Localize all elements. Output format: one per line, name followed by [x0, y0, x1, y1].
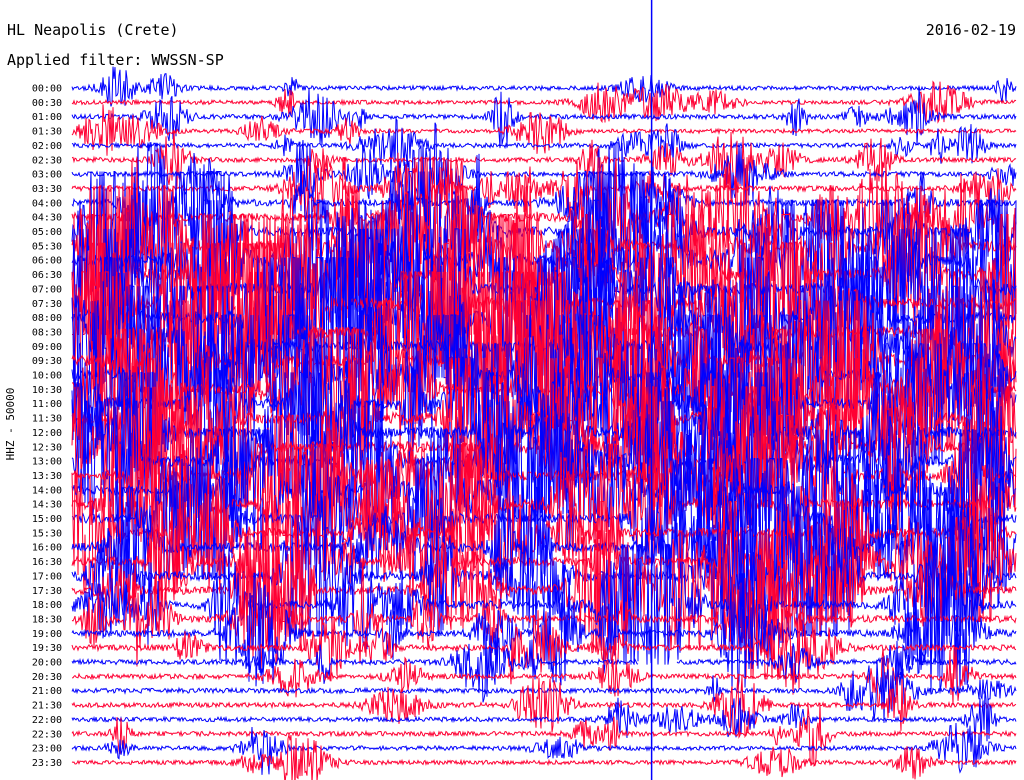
- seismic-trace: [71, 673, 1017, 739]
- row-label: 11:30: [32, 414, 62, 425]
- station-title: HL Neapolis (Crete): [7, 21, 179, 39]
- seismic-trace: [71, 300, 1017, 422]
- filter-label: Applied filter: WWSSN-SP: [7, 51, 224, 69]
- row-label: 19:30: [32, 643, 62, 654]
- row-label-group: 00:00 00:30 01:00 01:30 02:00 02:30 03:00 03:30…: [32, 84, 62, 769]
- seismic-trace: [71, 142, 1017, 263]
- row-label: 16:00: [32, 543, 62, 554]
- seismic-trace: [71, 66, 1017, 107]
- row-label: 02:30: [32, 155, 62, 166]
- row-label: 22:00: [32, 715, 62, 726]
- row-label: 03:30: [32, 184, 62, 195]
- row-label: 00:30: [32, 98, 62, 109]
- row-label: 10:00: [32, 371, 62, 382]
- row-label: 18:30: [32, 614, 62, 625]
- seismic-trace: [71, 472, 1017, 594]
- row-label: 02:00: [32, 141, 62, 152]
- row-label: 10:30: [32, 385, 62, 396]
- row-label: 09:30: [32, 356, 62, 367]
- row-label: 20:30: [32, 672, 62, 683]
- row-label: 05:30: [32, 241, 62, 252]
- trace-group: [71, 66, 1017, 780]
- seismic-trace: [71, 644, 1017, 707]
- row-label: 03:00: [32, 170, 62, 181]
- row-label: 00:00: [32, 84, 62, 95]
- row-label: 06:00: [32, 256, 62, 267]
- row-label: 13:30: [32, 471, 62, 482]
- row-label: 23:00: [32, 744, 62, 755]
- seismic-trace: [71, 104, 1017, 156]
- row-label: 14:00: [32, 485, 62, 496]
- row-label: 04:30: [32, 213, 62, 224]
- row-label: 14:30: [32, 500, 62, 511]
- seismic-trace: [71, 702, 1017, 767]
- row-label: 12:00: [32, 428, 62, 439]
- row-label: 17:30: [32, 586, 62, 597]
- row-label: 04:00: [32, 198, 62, 209]
- row-label: 18:00: [32, 600, 62, 611]
- row-label: 07:00: [32, 284, 62, 295]
- row-label: 20:00: [32, 658, 62, 669]
- row-label: 15:00: [32, 514, 62, 525]
- row-label: 06:30: [32, 270, 62, 281]
- seismic-trace: [71, 80, 1017, 124]
- row-label: 13:00: [32, 457, 62, 468]
- y-axis-label: HHZ - 50000: [4, 388, 17, 461]
- seismic-trace: [71, 572, 1017, 694]
- seismic-trace: [71, 88, 1017, 149]
- row-label: 09:00: [32, 342, 62, 353]
- seismic-trace: [71, 171, 1017, 294]
- seismic-trace: [71, 625, 1017, 703]
- row-label: 17:00: [32, 571, 62, 582]
- seismic-trace: [71, 117, 1017, 173]
- seismic-trace: [71, 602, 1017, 695]
- seismic-trace: [71, 156, 1017, 279]
- row-label: 21:30: [32, 701, 62, 712]
- row-label: 08:30: [32, 327, 62, 338]
- plot-date: 2016-02-19: [925, 21, 1016, 39]
- seismic-trace: [71, 734, 1017, 780]
- seismic-trace: [71, 129, 1017, 193]
- row-label: 05:00: [32, 227, 62, 238]
- row-label: 01:00: [32, 112, 62, 123]
- row-label: 11:00: [32, 399, 62, 410]
- seismic-trace: [71, 722, 1017, 775]
- row-label: 19:00: [32, 629, 62, 640]
- row-label: 08:00: [32, 313, 62, 324]
- row-label: 15:30: [32, 528, 62, 539]
- row-label: 07:30: [32, 299, 62, 310]
- row-label: 01:30: [32, 127, 62, 138]
- seismic-trace: [71, 689, 1017, 746]
- row-label: 21:00: [32, 686, 62, 697]
- row-label: 23:30: [32, 758, 62, 769]
- row-label: 22:30: [32, 729, 62, 740]
- row-label: 16:30: [32, 557, 62, 568]
- row-label: 12:30: [32, 442, 62, 453]
